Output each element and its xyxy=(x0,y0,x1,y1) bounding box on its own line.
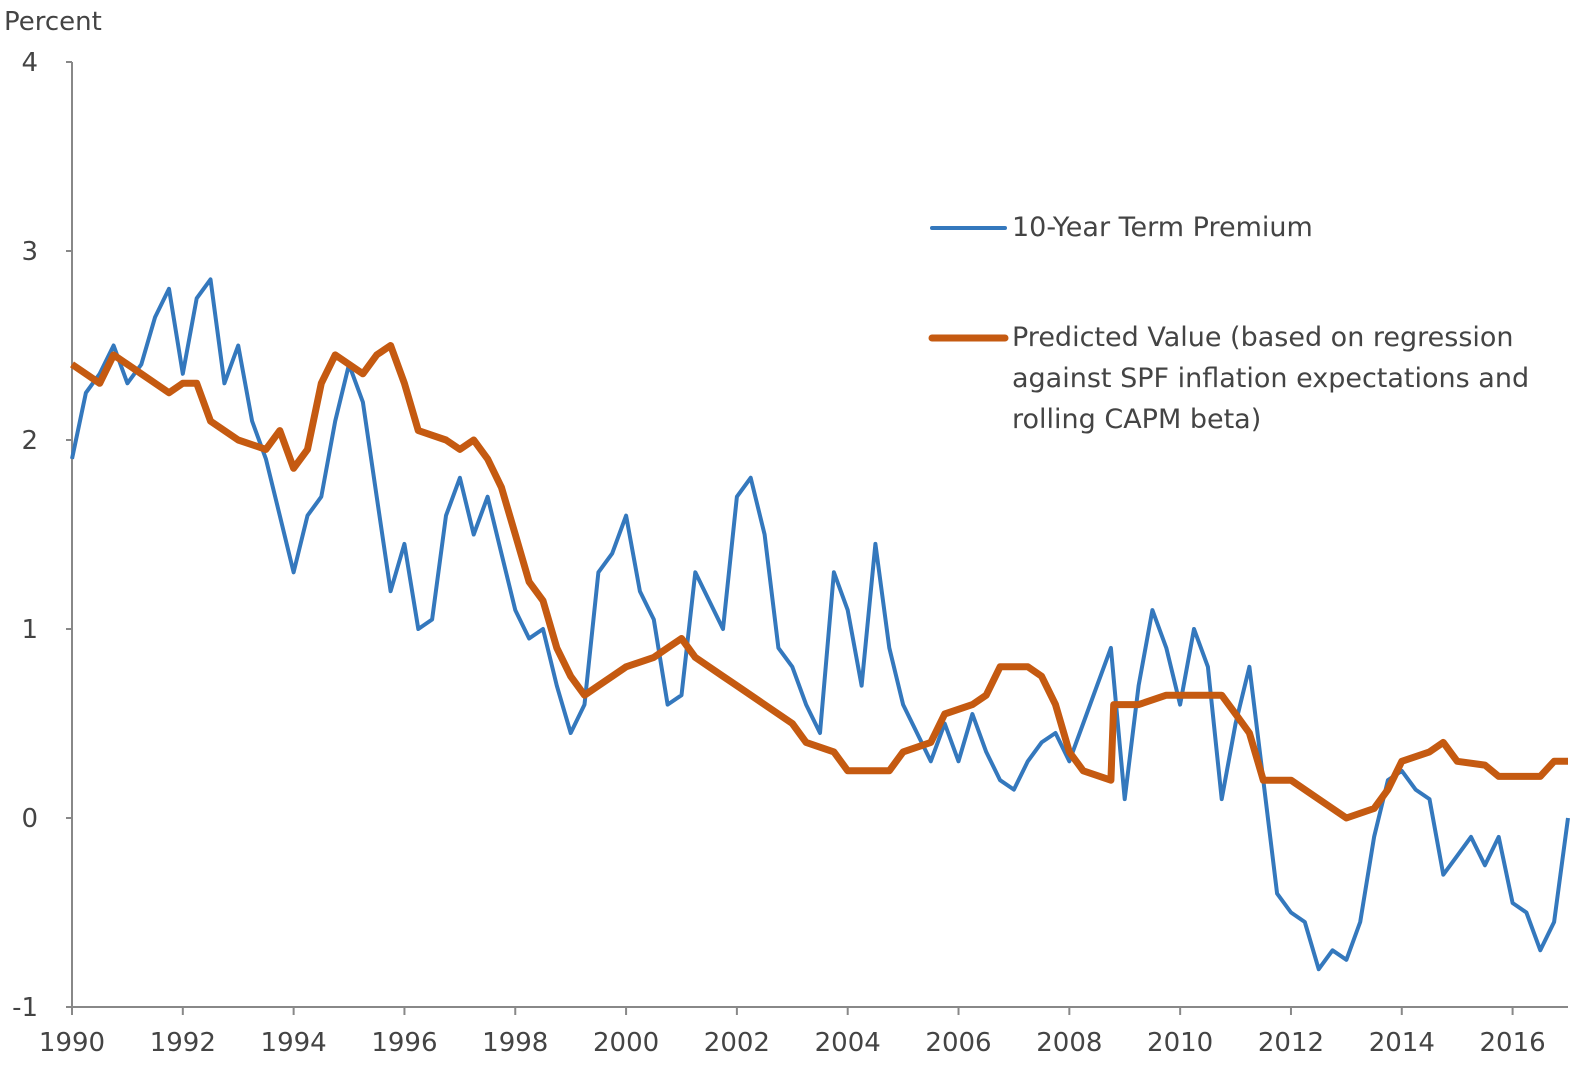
x-tick-label: 2004 xyxy=(815,1028,881,1058)
x-tick-label: 1990 xyxy=(39,1028,105,1058)
y-tick-label: 2 xyxy=(21,426,38,456)
legend-label: 10-Year Term Premium xyxy=(1012,212,1313,243)
y-axis-label: Percent xyxy=(4,7,102,37)
x-tick-label: 1998 xyxy=(482,1028,548,1058)
x-tick-label: 1992 xyxy=(150,1028,216,1058)
y-tick-label: -1 xyxy=(12,993,38,1023)
x-tick-label: 2006 xyxy=(925,1028,991,1058)
series-line xyxy=(70,342,1568,822)
y-tick-label: 0 xyxy=(21,804,38,834)
x-tick-label: 2016 xyxy=(1480,1028,1546,1058)
x-tick-label: 2008 xyxy=(1036,1028,1102,1058)
x-tick-label: 2014 xyxy=(1369,1028,1435,1058)
y-tick-label: 1 xyxy=(21,615,38,645)
x-tick-label: 2012 xyxy=(1258,1028,1324,1058)
x-tick-label: 2000 xyxy=(593,1028,659,1058)
series-line xyxy=(70,277,1570,972)
y-tick-label: 3 xyxy=(21,237,38,267)
legend-label: Predicted Value (based on regression aga… xyxy=(1012,322,1530,435)
y-tick-label: 4 xyxy=(21,48,38,78)
x-tick-label: 2010 xyxy=(1147,1028,1213,1058)
x-tick-label: 2002 xyxy=(704,1028,770,1058)
x-tick-label: 1996 xyxy=(371,1028,437,1058)
x-tick-label: 1994 xyxy=(261,1028,327,1058)
